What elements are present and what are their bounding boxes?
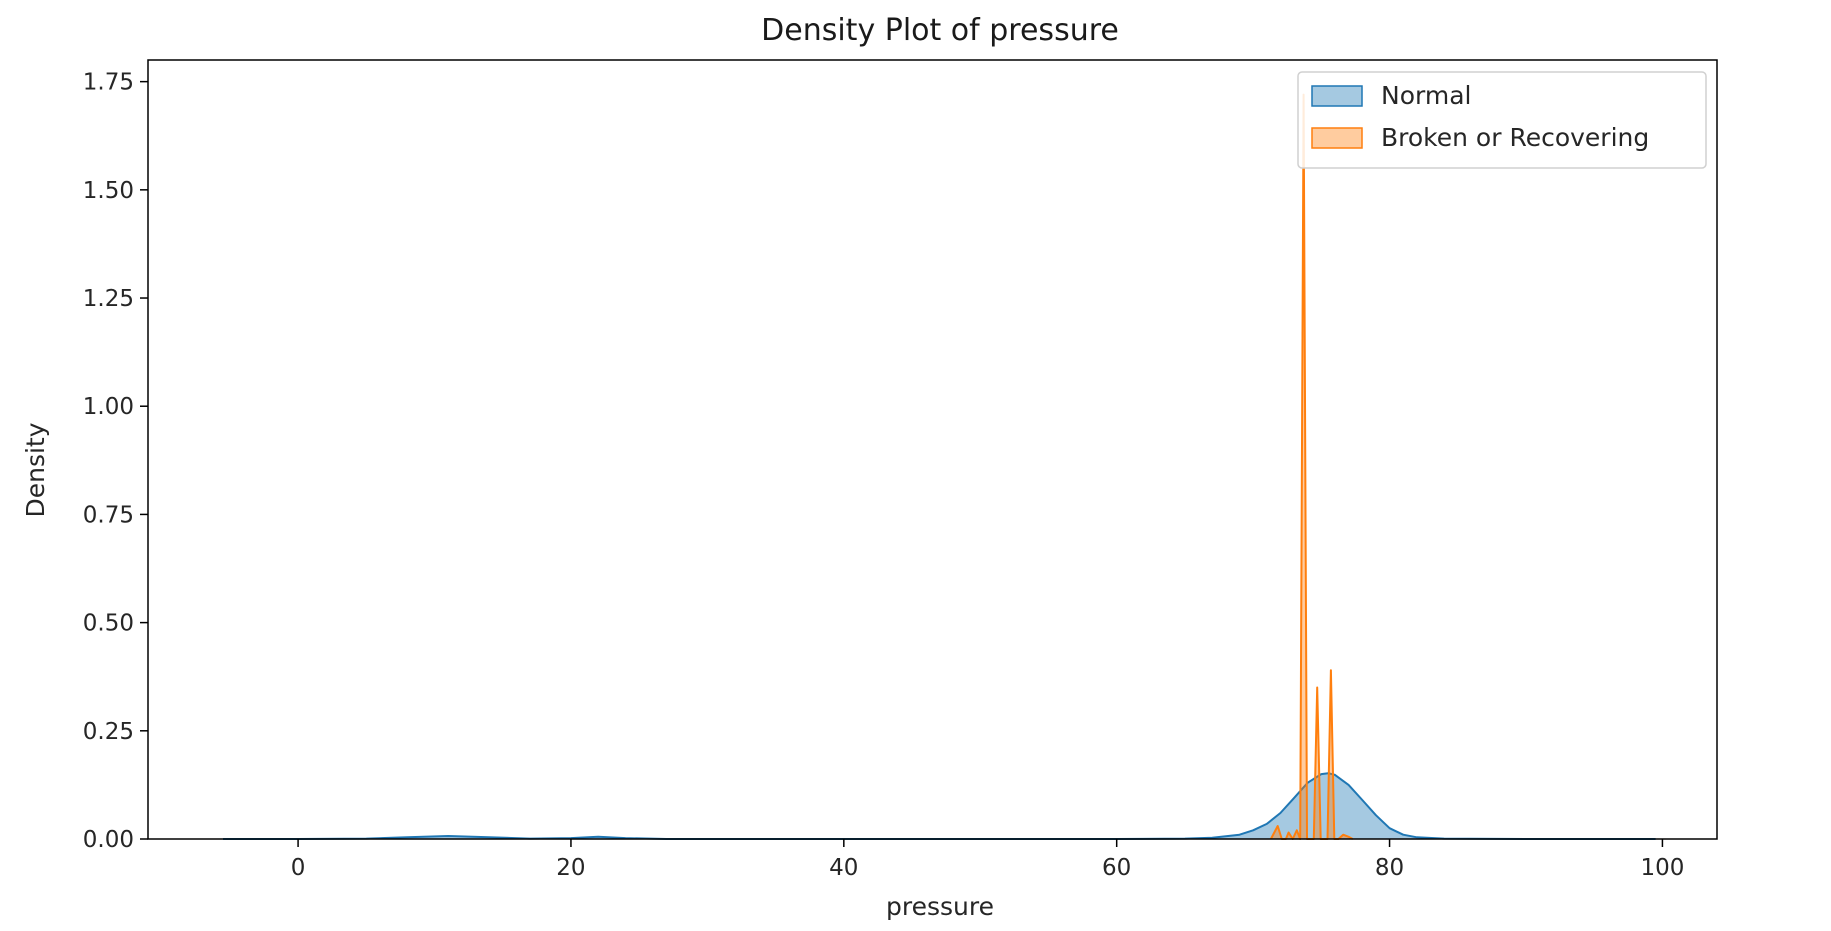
x-tick-label: 20: [556, 855, 585, 881]
y-tick-label: 0.00: [83, 827, 134, 853]
series-area-2: [1270, 94, 1353, 840]
x-axis-label: pressure: [886, 892, 994, 921]
y-tick-label: 1.75: [83, 70, 134, 96]
x-tick-label: 60: [1102, 855, 1131, 881]
y-axis-label: Density: [21, 422, 50, 517]
y-tick-label: 0.25: [83, 719, 134, 745]
plot-area: [223, 93, 1656, 840]
y-tick-label: 1.25: [83, 286, 134, 312]
x-tick-label: 0: [291, 855, 306, 881]
legend-swatch-2: [1311, 127, 1363, 149]
chart-title: Density Plot of pressure: [761, 13, 1119, 48]
y-axis: 0.00 0.25 0.50 0.75 1.00 1.25 1.50 1.75: [83, 70, 148, 853]
x-tick-label: 100: [1640, 855, 1684, 881]
legend-box: [1297, 71, 1707, 169]
legend-swatch-1: [1311, 85, 1363, 107]
legend-label-1: Normal: [1381, 81, 1471, 110]
series-line-1: [223, 772, 1656, 840]
y-tick-label: 0.75: [83, 502, 134, 528]
y-tick-label: 1.00: [83, 394, 134, 420]
series-area-1: [223, 773, 1656, 839]
x-tick-label: 40: [829, 855, 858, 881]
series-line-2: [1270, 93, 1354, 840]
y-tick-label: 1.50: [83, 178, 134, 204]
legend-label-2: Broken or Recovering: [1381, 123, 1649, 152]
plot-frame: [147, 59, 1718, 840]
x-axis: 0 20 40 60 80 100: [291, 839, 1684, 881]
x-tick-label: 80: [1375, 855, 1404, 881]
legend: Normal Broken or Recovering: [1297, 71, 1707, 169]
y-tick-label: 0.50: [83, 611, 134, 637]
